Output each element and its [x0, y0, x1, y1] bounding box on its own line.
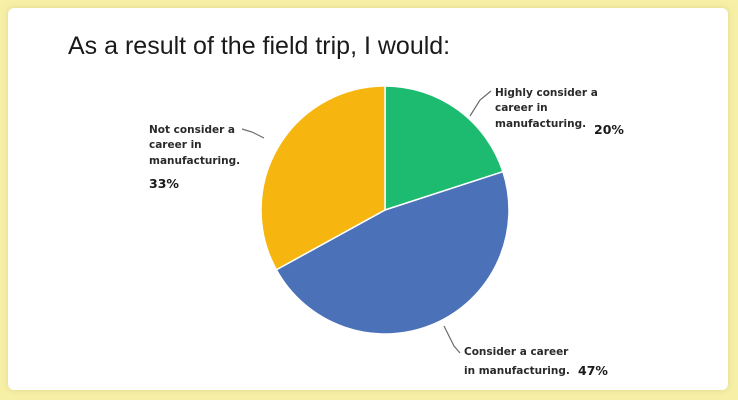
slice-label-highly-consider-line-2: career in: [495, 102, 548, 114]
slice-label-consider-line-2: in manufacturing.: [464, 365, 570, 377]
slice-label-highly-consider-line-3: manufacturing.: [495, 118, 586, 130]
slice-label-not-consider-line-2: career in: [149, 139, 202, 151]
percent-label-consider: 47%: [578, 363, 608, 378]
pie-slice-highly-consider: [384, 85, 504, 212]
percent-label-highly-consider: 20%: [594, 122, 624, 137]
leader-line-consider: [443, 325, 461, 354]
chart-title: As a result of the field trip, I would:: [68, 32, 451, 60]
slice-label-not-consider-line-1: Not consider a: [149, 124, 235, 136]
pie-slices: [260, 85, 510, 335]
pie-chart: Highly consider a career in manufacturin…: [149, 85, 624, 378]
slice-label-consider-line-1: Consider a career: [464, 346, 569, 358]
leader-line-not-consider: [241, 128, 265, 139]
leader-lines: [241, 90, 492, 354]
slice-label-group-consider: Consider a career in manufacturing. 47%: [464, 346, 608, 378]
slide: As a result of the field trip, I would: …: [8, 8, 728, 390]
leader-line-highly-consider: [469, 90, 492, 117]
slice-label-group-highly-consider: Highly consider a career in manufacturin…: [495, 87, 624, 137]
percent-label-not-consider: 33%: [149, 176, 179, 191]
slice-label-highly-consider-line-1: Highly consider a: [495, 87, 598, 99]
pie-slice-not-consider: [260, 85, 386, 271]
slice-label-not-consider-line-3: manufacturing.: [149, 155, 240, 167]
pie-slice-consider: [275, 170, 510, 335]
slice-label-group-not-consider: Not consider a career in manufacturing. …: [149, 124, 240, 191]
